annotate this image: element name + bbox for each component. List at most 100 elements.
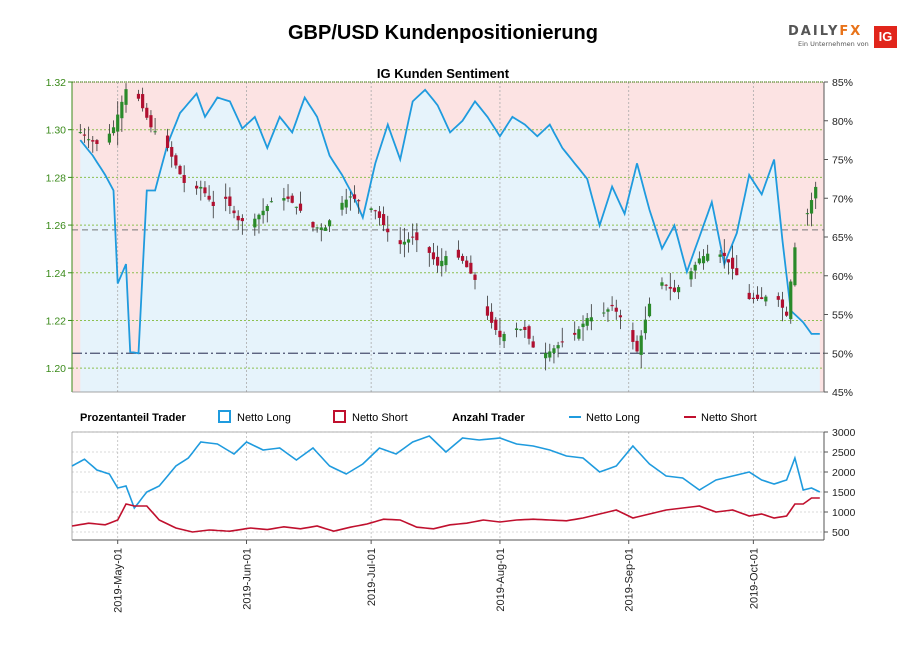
candle-body	[473, 274, 477, 280]
candle-body	[789, 281, 793, 320]
candle-body	[111, 127, 116, 134]
date-tick-label: 2019-Jun-01	[241, 548, 253, 610]
date-tick-label: 2019-Sep-01	[624, 548, 636, 612]
net-long-area	[80, 89, 820, 393]
candle-body	[668, 286, 672, 289]
legend-pct-short-swatch	[333, 410, 346, 423]
pct-tick-label: 75%	[832, 155, 853, 167]
candle-body	[315, 227, 319, 229]
candle-body	[718, 254, 722, 257]
count-tick-label: 1000	[832, 507, 856, 519]
candle-body	[232, 210, 236, 214]
legend-count-long-label: Netto Long	[586, 412, 640, 424]
price-tick-label: 1.20	[46, 363, 67, 375]
candle-body	[485, 306, 490, 316]
legend-pct-long-label: Netto Long	[237, 412, 291, 424]
count-tick-label: 2500	[832, 447, 856, 459]
pct-tick-label: 55%	[832, 310, 853, 322]
candle-body	[697, 258, 701, 264]
net-short-count-line	[71, 497, 820, 533]
price-tick-label: 1.32	[46, 77, 67, 89]
candle-body	[693, 264, 697, 271]
candle-body	[730, 257, 735, 269]
candle-body	[348, 196, 352, 198]
candle-body	[402, 241, 406, 245]
legend-pct-header: Prozentanteil Trader	[80, 412, 186, 424]
candle-body	[211, 201, 215, 206]
candle-body	[149, 115, 153, 128]
candle-body	[224, 196, 228, 199]
candle-body	[431, 252, 436, 260]
logo-tagline: Ein Unternehmen von	[798, 40, 869, 48]
candle-body	[199, 186, 203, 189]
candle-body	[589, 317, 593, 322]
candle-body	[805, 213, 809, 215]
candle-body	[519, 329, 523, 331]
candle-body	[136, 93, 141, 99]
candle-body	[660, 282, 664, 286]
candle-body	[141, 94, 145, 109]
candle-body	[398, 240, 402, 245]
candle-body	[444, 256, 448, 266]
candle-body	[610, 304, 614, 307]
candle-body	[672, 287, 677, 292]
candle-body	[490, 311, 494, 323]
candle-body	[116, 114, 120, 132]
legend-pct-short-label: Netto Short	[352, 412, 408, 424]
candle-body	[124, 89, 128, 105]
pct-tick-label: 50%	[832, 348, 853, 360]
candle-body	[776, 296, 780, 300]
candle-body	[573, 332, 577, 335]
candle-body	[261, 210, 265, 216]
date-tick-label: 2019-Oct-01	[748, 548, 760, 609]
candle-body	[78, 132, 82, 134]
candle-body	[560, 341, 564, 343]
candle-body	[120, 101, 124, 119]
price-tick-label: 1.24	[46, 268, 67, 280]
candle-body	[240, 218, 244, 222]
candle-body	[722, 252, 726, 257]
candle-body	[614, 307, 618, 312]
candle-body	[440, 260, 444, 267]
candle-body	[460, 255, 465, 261]
count-tick-label: 1500	[832, 487, 856, 499]
candle-body	[327, 220, 332, 227]
candle-body	[780, 299, 785, 308]
candle-body	[527, 326, 531, 339]
legend-count-short-label: Netto Short	[701, 412, 757, 424]
legend-count-header: Anzahl Trader	[452, 412, 525, 424]
candle-body	[544, 353, 548, 359]
candle-body	[494, 319, 498, 330]
candle-body	[373, 210, 377, 212]
candle-body	[647, 303, 652, 317]
candle-body	[735, 268, 739, 276]
candle-body	[265, 206, 269, 212]
candle-body	[386, 228, 390, 233]
count-tick-label: 2000	[832, 467, 856, 479]
candle-body	[340, 202, 344, 210]
main-panel-title: IG Kunden Sentiment	[377, 66, 510, 81]
candle-body	[286, 196, 290, 199]
chart-title: GBP/USD Kundenpositionierung	[288, 22, 598, 44]
candle-body	[282, 198, 286, 201]
candle-body	[456, 249, 460, 258]
price-tick-label: 1.26	[46, 220, 67, 232]
candle-body	[87, 139, 91, 141]
candle-body	[556, 345, 560, 349]
candle-body	[298, 203, 303, 211]
pct-tick-label: 70%	[832, 193, 853, 205]
candle-body	[465, 260, 469, 268]
candle-body	[531, 341, 535, 348]
candle-body	[635, 340, 639, 352]
candle-body	[436, 256, 440, 266]
logo-wordmark: DAILYFX	[788, 24, 863, 39]
candle-body	[814, 186, 818, 199]
candle-body	[352, 194, 357, 199]
candle-body	[257, 214, 261, 220]
candle-body	[726, 259, 731, 263]
candle-body	[406, 239, 411, 243]
candle-body	[323, 227, 328, 231]
count-tick-label: 500	[832, 527, 850, 539]
candle-body	[411, 236, 415, 238]
candle-body	[195, 185, 199, 189]
